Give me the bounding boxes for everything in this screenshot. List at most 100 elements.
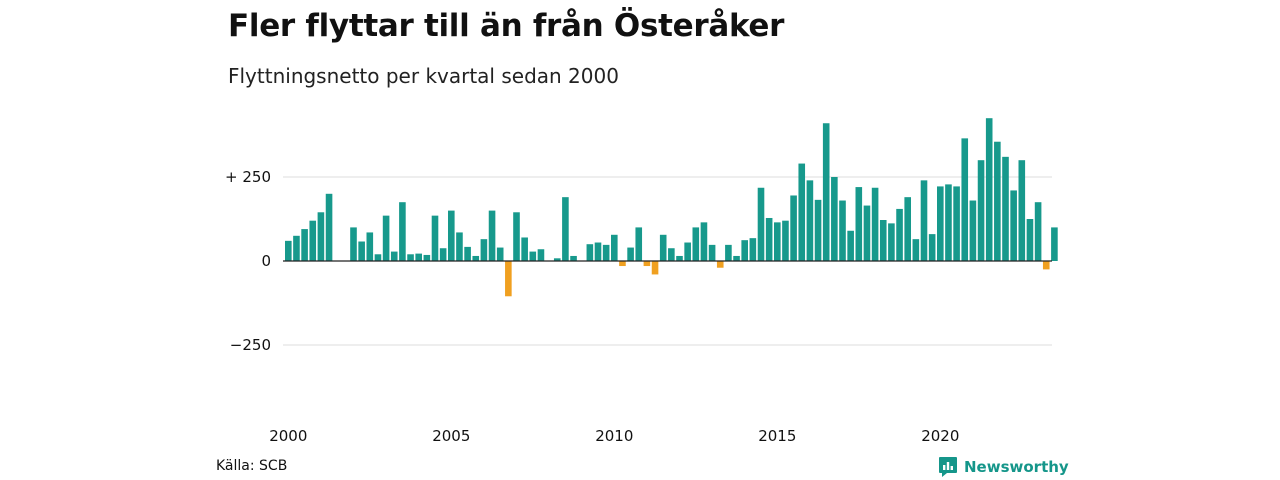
bar xyxy=(937,186,944,261)
bar xyxy=(415,253,422,261)
bar xyxy=(700,222,708,261)
bar xyxy=(1034,202,1042,261)
bar xyxy=(1026,219,1034,261)
bar xyxy=(529,251,537,261)
bar xyxy=(562,197,569,261)
bar xyxy=(716,261,724,268)
bar xyxy=(390,251,398,261)
y-tick-label: 0 xyxy=(261,252,271,270)
bar xyxy=(1018,160,1026,261)
bar xyxy=(293,235,300,261)
bar xyxy=(814,199,822,261)
x-tick-label: 2005 xyxy=(432,427,470,445)
bars-layer xyxy=(285,118,1058,297)
bar xyxy=(382,215,390,261)
chart-subtitle: Flyttningsnetto per kvartal sedan 2000 xyxy=(228,64,619,88)
bar xyxy=(831,177,838,261)
bar xyxy=(945,184,952,261)
bar xyxy=(586,244,594,261)
bar xyxy=(496,247,504,261)
bar xyxy=(684,242,691,261)
newsworthy-icon xyxy=(939,457,957,477)
bar xyxy=(301,229,308,261)
bar xyxy=(977,160,985,261)
bar xyxy=(782,220,789,261)
bar xyxy=(879,220,887,261)
bar xyxy=(822,123,830,262)
bar xyxy=(806,180,814,261)
bar xyxy=(749,238,757,261)
bar xyxy=(888,223,895,261)
bar xyxy=(480,239,488,261)
bar xyxy=(1051,227,1058,261)
bar xyxy=(863,205,871,261)
brand-logo: Newsworthy xyxy=(938,456,1069,478)
bar xyxy=(733,255,740,261)
bar xyxy=(994,141,1001,261)
bar xyxy=(627,247,634,261)
bar xyxy=(505,261,512,297)
bar xyxy=(798,163,806,261)
bar xyxy=(912,239,920,261)
bar xyxy=(309,220,317,261)
bar xyxy=(439,248,447,261)
grid-layer xyxy=(283,176,1052,346)
bar xyxy=(725,244,732,261)
bar xyxy=(741,240,748,261)
bar xyxy=(570,255,577,261)
bar xyxy=(961,138,969,261)
bar xyxy=(847,230,854,261)
bar xyxy=(708,244,716,261)
y-tick-label: + 250 xyxy=(225,168,271,186)
bar xyxy=(1042,261,1050,270)
bar xyxy=(765,217,773,261)
brand-name: Newsworthy xyxy=(964,458,1069,476)
bar xyxy=(602,244,610,261)
bar xyxy=(659,234,667,261)
bar xyxy=(668,248,675,261)
bar xyxy=(692,227,700,261)
bar xyxy=(611,234,618,261)
bar xyxy=(1010,190,1017,261)
x-tick-label: 2010 xyxy=(595,427,633,445)
bar xyxy=(774,222,781,261)
bar xyxy=(488,210,496,261)
bar xyxy=(839,200,846,261)
bar xyxy=(855,187,863,261)
axis-layer: + 250 0 −250 2000 2005 2010 2015 2020 xyxy=(225,168,1052,445)
bar xyxy=(407,254,414,261)
bar xyxy=(325,193,333,261)
x-tick-label: 2000 xyxy=(269,427,307,445)
bar xyxy=(537,249,545,261)
bar xyxy=(448,210,455,261)
bar xyxy=(904,197,911,261)
bar xyxy=(920,180,928,261)
x-tick-label: 2020 xyxy=(921,427,959,445)
bar xyxy=(985,118,993,261)
chart-title: Fler flyttar till än från Österåker xyxy=(228,8,785,44)
bar xyxy=(953,186,960,261)
x-tick-label: 2015 xyxy=(758,427,796,445)
bar xyxy=(928,234,936,261)
source-note: Källa: SCB xyxy=(216,458,288,474)
bar xyxy=(358,241,365,261)
bar xyxy=(676,255,683,261)
bar xyxy=(790,195,797,261)
bar xyxy=(651,261,659,275)
bar xyxy=(969,200,977,261)
bar xyxy=(635,227,643,261)
bar xyxy=(317,212,325,261)
bar xyxy=(594,242,602,261)
bar xyxy=(643,261,651,267)
bar xyxy=(896,208,903,261)
bar xyxy=(521,237,528,261)
y-tick-label: −250 xyxy=(230,336,271,354)
bar xyxy=(464,246,471,261)
bar xyxy=(513,212,520,261)
bar xyxy=(472,255,480,261)
bar xyxy=(366,232,374,261)
bar xyxy=(285,240,292,261)
bar xyxy=(350,227,357,261)
bar xyxy=(456,232,463,261)
